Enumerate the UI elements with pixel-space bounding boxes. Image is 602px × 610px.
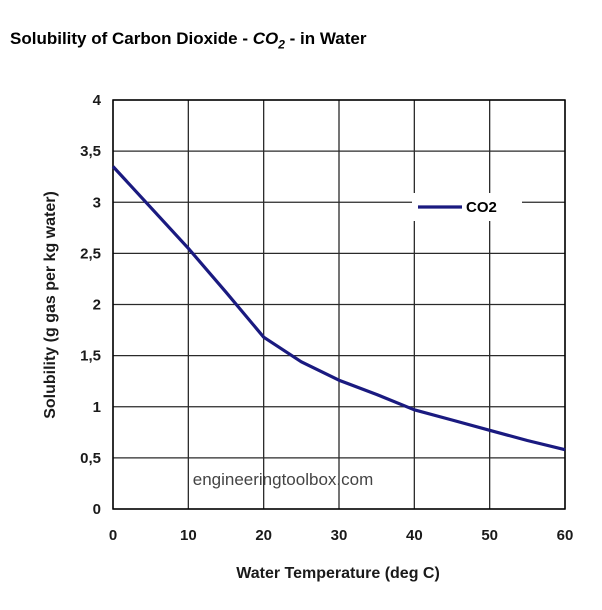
plot-frame: [112, 99, 566, 510]
y-tick-label: 1,5: [80, 348, 101, 365]
chart-title: Solubility of Carbon Dioxide - CO2 - in …: [10, 29, 366, 51]
x-tick-label: 20: [255, 527, 272, 544]
plot-area: [111, 165, 566, 452]
gridlines: [112, 99, 566, 510]
title-formula: CO2: [252, 29, 285, 52]
x-tick-label: 40: [406, 527, 423, 544]
title-formula-sub: 2: [278, 37, 285, 52]
x-tick-label: 10: [180, 527, 197, 544]
y-tick-label: 0: [93, 501, 101, 518]
y-axis-title: Solubility (g gas per kg water): [42, 191, 59, 419]
x-axis-title: Water Temperature (deg C): [236, 565, 440, 582]
x-axis-ticks: 0 10 20 30 40 50 60: [109, 527, 574, 544]
legend-label-co2: CO2: [466, 199, 497, 216]
y-tick-label: 2,5: [80, 245, 101, 262]
series-line-co2: [111, 165, 566, 452]
legend: CO2: [412, 193, 522, 221]
y-tick-label: 2: [93, 297, 101, 314]
y-axis-ticks: 0 0,5 1 1,5 2 2,5 3 3,5 4: [80, 92, 102, 518]
title-suffix: - in Water: [284, 29, 367, 48]
y-tick-label: 4: [93, 92, 102, 109]
y-tick-label: 3,5: [80, 143, 101, 160]
y-tick-label: 0,5: [80, 450, 101, 467]
x-tick-label: 50: [481, 527, 498, 544]
y-tick-label: 1: [93, 399, 101, 416]
title-formula-main: CO: [252, 29, 279, 48]
x-tick-label: 60: [557, 527, 574, 544]
x-tick-label: 0: [109, 527, 117, 544]
watermark-text: engineeringtoolbox.com: [193, 470, 374, 489]
y-tick-label: 3: [93, 194, 101, 211]
title-prefix: Solubility of Carbon Dioxide -: [10, 29, 253, 48]
x-tick-label: 30: [331, 527, 348, 544]
